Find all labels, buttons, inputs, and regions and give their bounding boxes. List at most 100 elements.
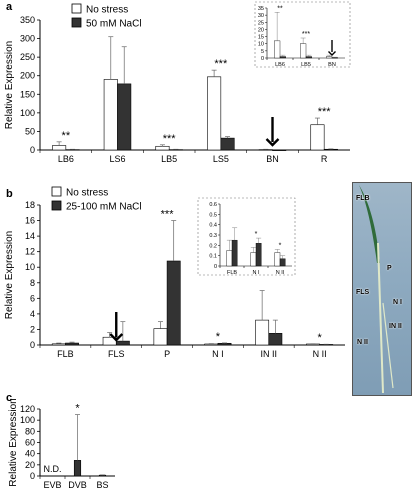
panel-c-y-tick-label: 60 [25,438,35,448]
panel-c-significance-label: * [75,403,80,415]
panel-a-inset-y-tick-label: 15 [258,35,264,41]
panel-b-inset-y-tick-label: 0 [214,264,217,270]
plant-stem-drawing [359,185,394,394]
panel-a-legend-swatch [71,17,82,28]
panel-b-inset-x-tick-label: N II [276,270,285,276]
panel-b-y-tick-label: 18 [25,200,35,210]
plant-photo: FLB P FLS N I IN II N II [352,182,412,396]
panel-b-bar [306,343,320,346]
panel-a-bar [155,145,170,151]
panel-b-arrow-head [109,333,124,342]
panel-a-inset-y-tick-label: 30 [258,13,264,19]
panel-b-bar [204,343,219,346]
panel-b-inset-y-tick-label: 0.4 [209,223,217,229]
panel-a-inset-y-tick-label: 20 [258,27,264,33]
panel-c-value-label: N.D. [44,464,62,474]
panel-a-legend-swatch [71,3,82,14]
panel-b-inset-x-tick-label: FLB [227,270,237,276]
panel-b-bar [51,343,66,346]
panel-a-inset-x-tick-label: LB6 [275,62,285,68]
panel-a-x-tick-label: BN [266,154,279,164]
panel-a-x-tick-label: LS6 [109,154,125,164]
panel-a-bar [272,149,287,151]
panel-b-inset-bar [250,252,257,267]
panel-b-letter: b [6,188,13,200]
panel-a-bar [117,83,132,151]
panel-b-inset-x-tick-label: N I [252,270,260,276]
panel-a-legend-label: No stress [86,5,128,16]
panel-a-y-tick-label: 350 [20,15,35,25]
panel-b-y-tick-label: 6 [30,293,35,303]
panel-b-x-tick-label: N II [313,349,327,359]
panel-a-inset-bar [279,56,286,59]
panel-b-bar [268,333,283,346]
panel-b-x-tick-label: FLB [57,349,74,359]
panel-a-x-tick-label: LB6 [58,154,74,164]
panel-b-significance-label: * [216,331,221,343]
panel-a-significance-label: ** [62,130,71,142]
panel-a-bar [258,149,273,151]
panel-b-y-tick-label: 10 [25,262,35,272]
panel-a-x-tick-label: R [321,154,328,164]
panel-b-inset-bar [279,258,286,267]
panel-c-bar [73,460,82,477]
panel-a-legend-label: 50 mM NaCl [86,19,142,30]
panel-c-letter: c [6,392,12,404]
panel-b-y-tick-label: 2 [30,324,35,334]
panel-b-legend-swatch [51,186,62,197]
panel-b-significance-label: * [317,332,322,344]
panel-a-significance-label: *** [214,58,228,70]
panel-b-bar [153,328,168,346]
panel-b-y-tick-label: 0 [30,340,35,350]
panel-b-bar [65,342,79,346]
panel-a-inset-bar [331,57,338,59]
panel-c-y-tick-label: 80 [25,426,35,436]
panel-c-y-tick-label: 120 [20,404,35,414]
panel-b-legend-label: No stress [66,188,108,199]
photo-label-flb: FLB [356,195,370,202]
panel-a-letter: a [6,1,13,13]
panel-a-bar [323,148,338,151]
panel-a-inset-bar [305,56,312,59]
panel-a-inset-x-tick-label: BN [328,62,336,68]
panel-b-bar [166,260,181,346]
panel-b-y-tick-label: 12 [25,247,35,257]
panel-b-inset-y-tick-label: 0.2 [209,243,217,249]
panel-a-inset-bar [300,43,307,59]
panel-a-inset-y-tick-label: 0 [261,56,264,62]
panel-a-significance-label: *** [163,133,177,145]
panel-b-bar [217,342,232,346]
panel-b-inset-bar [231,239,238,267]
panel-a-inset-significance-label: ** [277,5,283,12]
panel-b-x-tick-label: P [164,349,170,359]
panel-a-y-tick-label: 0 [30,145,35,155]
panel-c-y-tick-label: 40 [25,449,35,459]
panel-a-x-tick-label: LS5 [213,154,229,164]
panel-b-inset-y-tick-label: 0.6 [209,202,217,208]
panel-c-bar [98,474,107,477]
panel-b-x-tick-label: IN II [260,349,277,359]
panel-a-y-tick-label: 100 [20,108,35,118]
panel-b-inset-significance-label: * [255,231,258,238]
panel-a-y-tick-label: 50 [25,126,35,136]
panel-b-significance-label: *** [161,209,175,221]
photo-label-fls: FLS [356,289,370,296]
panel-a-inset-bar [274,40,281,59]
photo-label-p: P [387,265,392,272]
photo-label-n1: N I [393,299,402,306]
panel-c-y-tick-label: 100 [20,415,35,425]
panel-b-y-tick-label: 14 [25,231,35,241]
panel-a-y-axis-label: Relative Expression [4,41,15,129]
panel-a-arrow-head [265,138,280,147]
panel-b-y-tick-label: 16 [25,216,35,226]
panel-a-inset-arrow-head [328,51,336,56]
panel-a-inset-y-tick-label: 35 [258,6,264,12]
panel-a-inset-significance-label: *** [302,31,310,38]
panel-a-bar [103,79,118,151]
panel-a-y-tick-label: 250 [20,52,35,62]
panel-b-y-axis-label: Relative Expression [4,231,15,319]
panel-b-bar [255,319,270,346]
panel-b-inset-y-tick-label: 0.1 [209,254,217,260]
panel-b-legend-label: 25-100 mM NaCl [66,202,142,213]
